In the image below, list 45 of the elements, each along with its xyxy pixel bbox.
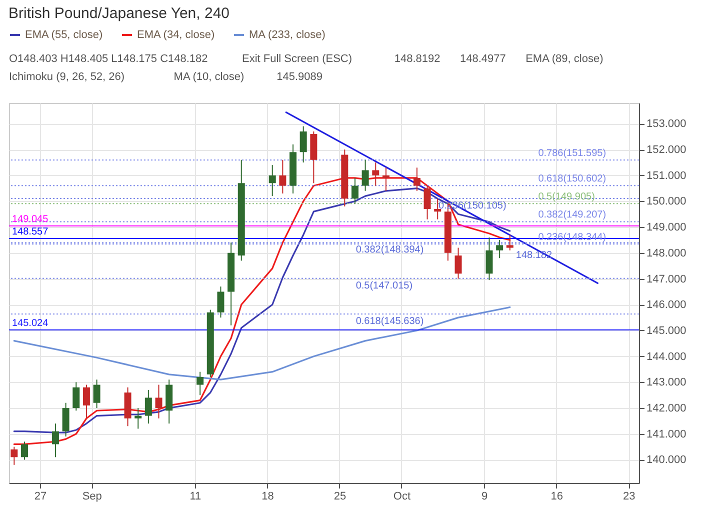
- y-tick-label: 140.000: [646, 454, 686, 466]
- y-tick-label: 149.000: [646, 222, 686, 234]
- y-tick-label: 150.000: [646, 196, 686, 208]
- ref-line-label: 0.5(149.905): [538, 192, 595, 203]
- annotation: 0.5(147.015): [356, 280, 413, 292]
- y-tick-label: 143.000: [646, 376, 686, 389]
- x-tick-label: 25: [334, 490, 346, 502]
- x-tick-label: 23: [623, 490, 636, 502]
- ref-line-label: 0.786(151.595): [538, 148, 606, 159]
- y-tick-label: 148.000: [646, 247, 686, 260]
- text: Exit Full Screen (ESC): [242, 53, 352, 65]
- ref-line-label: 0.618(150.602): [538, 174, 606, 185]
- ref-line-label: 148.557: [12, 226, 49, 238]
- y-tick-label: 147.000: [646, 273, 686, 286]
- ref-line-label: 145.024: [12, 318, 49, 329]
- legend-label: EMA (34, close): [137, 29, 215, 41]
- text: 145.9089: [276, 71, 322, 83]
- x-tick-label: Oct: [393, 490, 411, 502]
- x-tick-label: Sep: [82, 490, 102, 502]
- x-tick-label: 9: [482, 490, 488, 502]
- x-tick-label: 18: [262, 490, 274, 502]
- x-tick-label: 27: [34, 490, 47, 502]
- y-tick-label: 144.000: [646, 350, 686, 363]
- chart-title: British Pound/Japanese Yen, 240: [8, 5, 230, 22]
- x-tick-label: 11: [190, 490, 202, 502]
- annotation: 0.618(145.636): [356, 316, 424, 328]
- y-tick-label: 152.000: [646, 144, 686, 156]
- x-tick-label: 16: [550, 490, 563, 502]
- ref-line-label: 149.045: [12, 214, 49, 225]
- text: EMA (89, close): [526, 53, 604, 65]
- text: MA (10, close): [174, 71, 244, 83]
- ref-line-label: 0.382(149.207): [538, 210, 606, 221]
- annotation: 0.382(148.394): [356, 244, 424, 256]
- y-tick-label: 153.000: [646, 118, 686, 130]
- legend-label: EMA (55, close): [25, 29, 103, 41]
- y-tick-label: 141.000: [646, 428, 686, 440]
- y-tick-label: 146.000: [646, 299, 686, 312]
- y-tick-label: 145.000: [646, 324, 686, 337]
- text: Ichimoku (9, 26, 52, 26): [9, 71, 125, 83]
- y-tick-label: 142.000: [646, 402, 686, 415]
- text: O148.403 H148.405 L148.175 C148.182: [9, 53, 208, 65]
- text: 148.4977: [460, 53, 506, 65]
- text: 148.8192: [394, 53, 440, 65]
- y-tick-label: 151.000: [646, 170, 686, 182]
- legend-label: MA (233, close): [249, 29, 326, 41]
